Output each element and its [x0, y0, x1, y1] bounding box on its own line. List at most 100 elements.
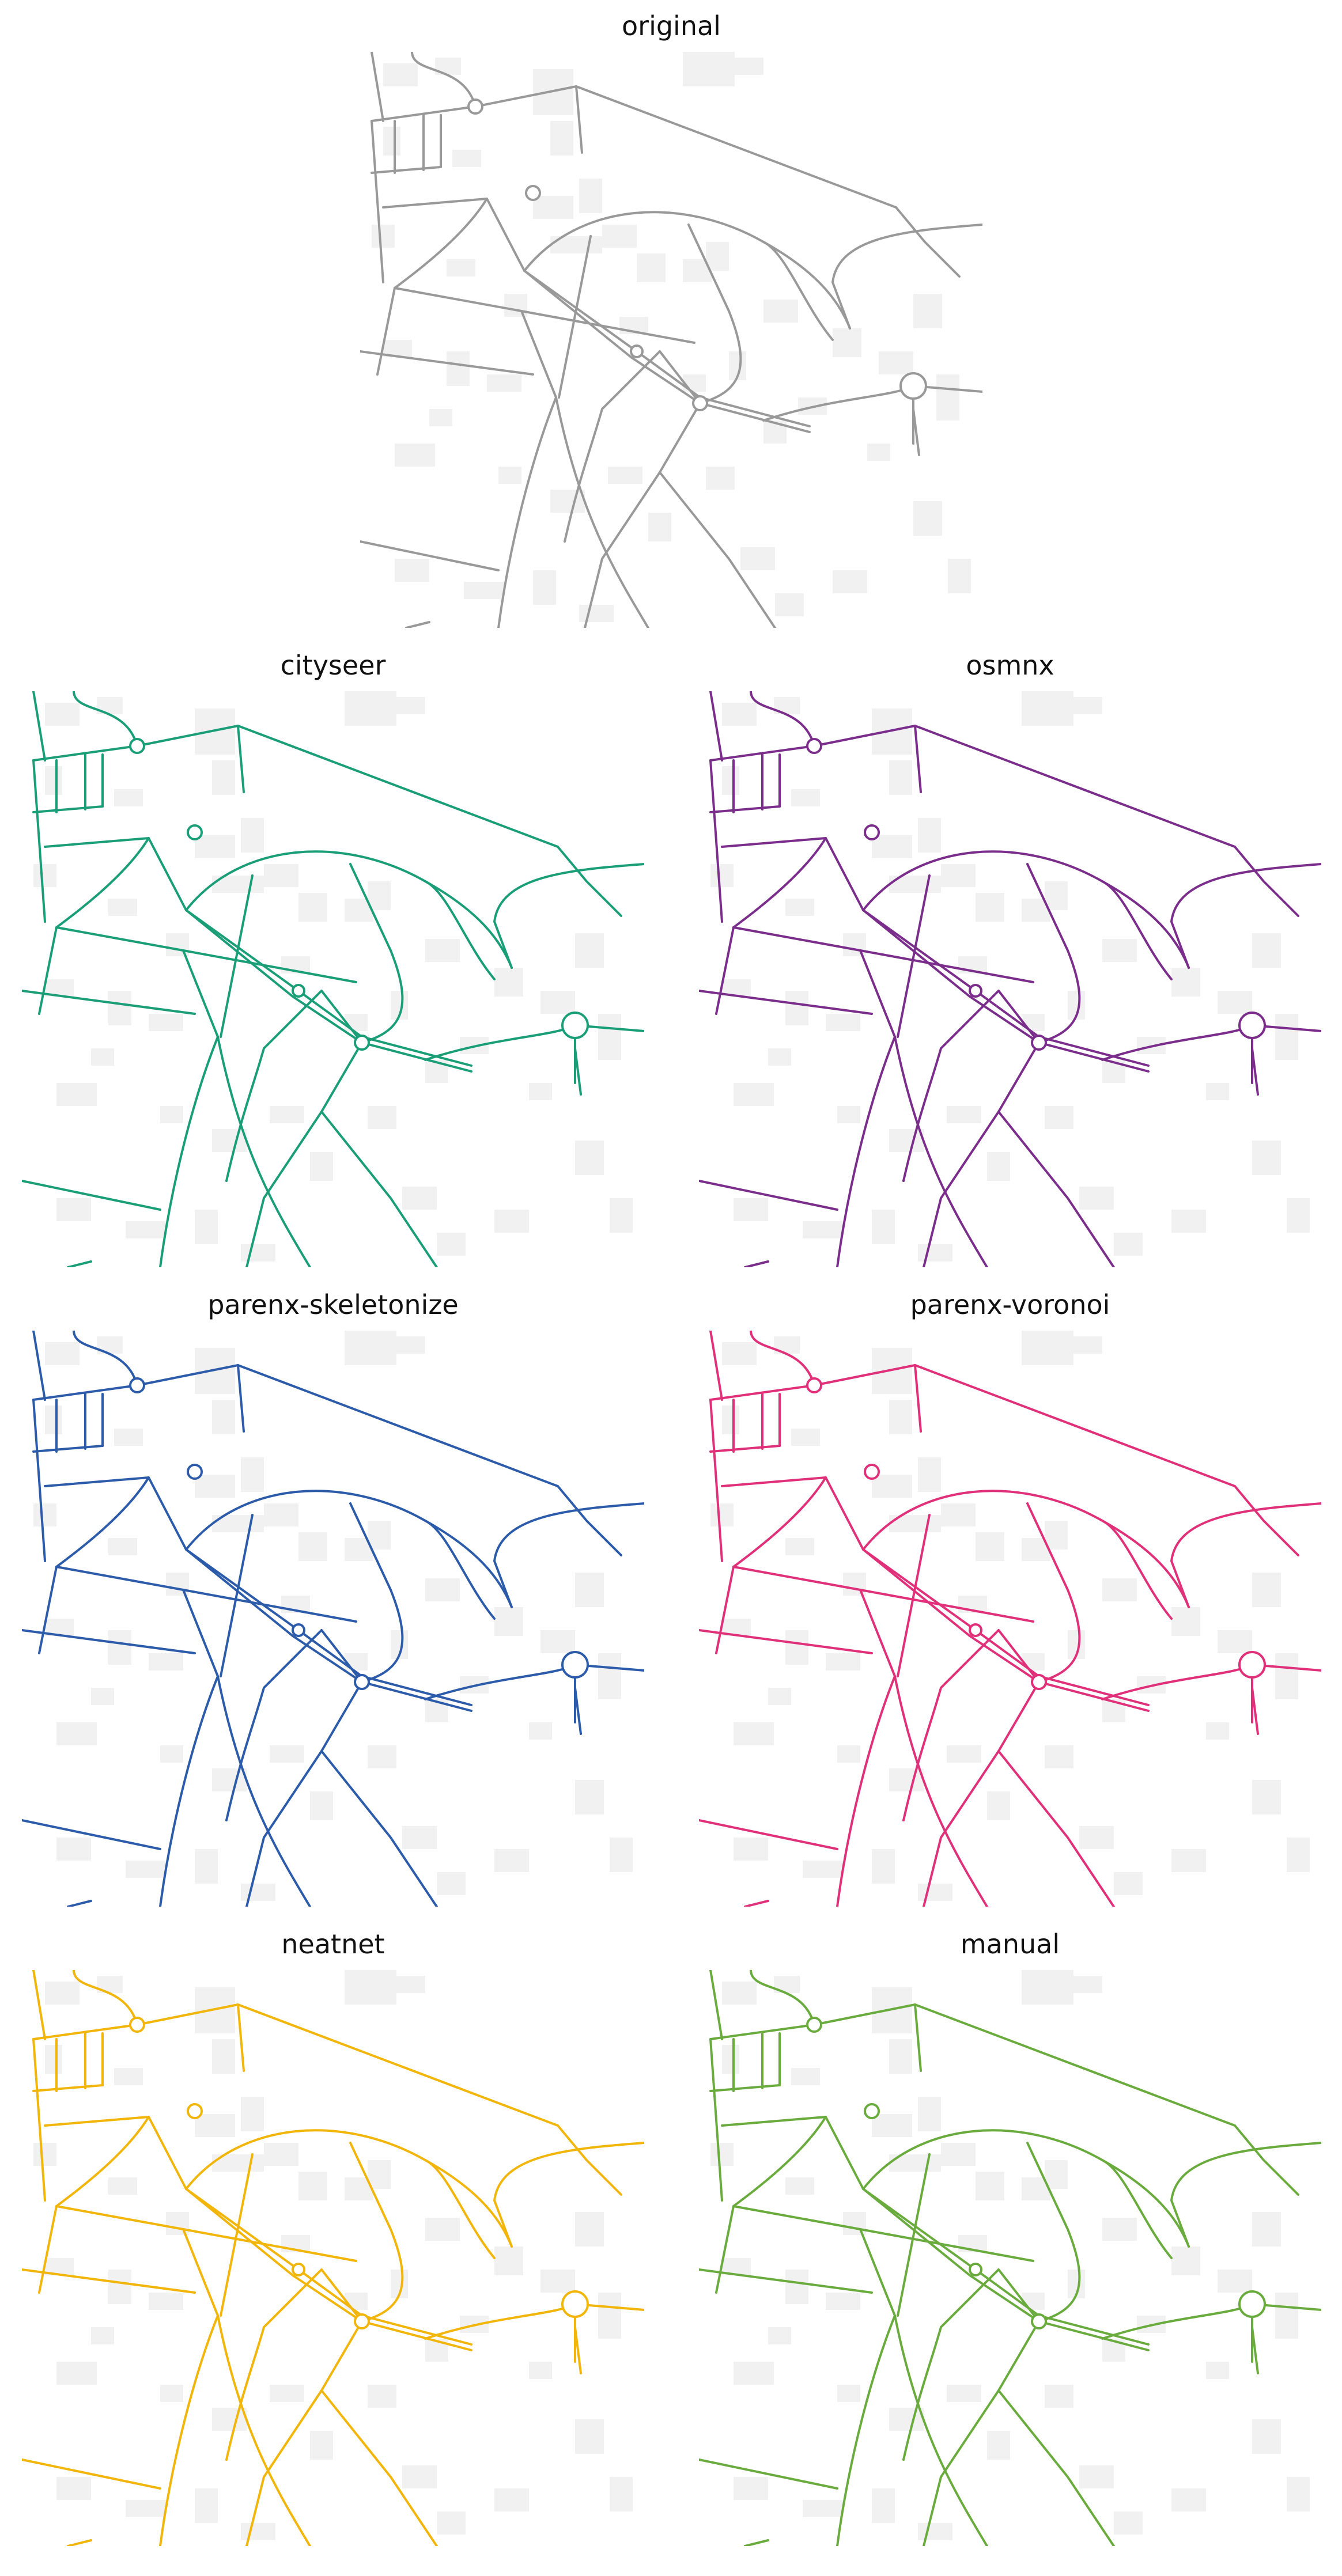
- building: [395, 444, 435, 467]
- building: [1252, 2419, 1281, 2454]
- building: [149, 2293, 183, 2310]
- roundabout: [1031, 2313, 1047, 2329]
- roundabout: [354, 1674, 370, 1690]
- road-segment: [185, 2188, 472, 2351]
- roundabout: [969, 2263, 982, 2276]
- road-segment: [185, 909, 472, 1067]
- building: [241, 1884, 275, 1901]
- building: [1045, 2385, 1073, 2408]
- road-segment: [715, 2205, 735, 2294]
- building: [195, 1849, 218, 1884]
- building: [1102, 1578, 1137, 1601]
- roundabout: [187, 2103, 203, 2119]
- road-segment: [245, 1041, 363, 1267]
- road-segment: [1170, 2142, 1321, 2248]
- building: [941, 2143, 976, 2166]
- road-segment: [38, 1566, 58, 1654]
- building: [464, 582, 504, 599]
- building: [1171, 1607, 1200, 1636]
- building: [425, 1578, 460, 1601]
- street-network-map: [360, 52, 982, 628]
- building: [270, 1106, 304, 1123]
- building: [872, 2488, 895, 2523]
- building: [447, 259, 475, 276]
- building: [710, 2143, 734, 2166]
- building: [1252, 1141, 1281, 1175]
- building: [298, 2172, 327, 2200]
- building: [734, 1198, 768, 1221]
- building: [395, 559, 429, 582]
- building: [941, 864, 976, 887]
- road-segment: [1101, 880, 1173, 980]
- road-segment: [709, 1331, 723, 1401]
- building: [1171, 1849, 1206, 1872]
- road-segment: [497, 310, 557, 628]
- building: [872, 1210, 895, 1244]
- building: [166, 933, 189, 956]
- road-segment: [862, 1490, 1190, 1608]
- building: [1275, 2293, 1298, 2339]
- building: [913, 294, 942, 328]
- roundabout: [1031, 1674, 1047, 1690]
- building: [368, 2385, 396, 2408]
- road-segment: [699, 1629, 873, 1654]
- building: [1287, 1838, 1310, 1872]
- building: [1102, 2218, 1137, 2241]
- road-segment: [22, 2458, 161, 2490]
- road-layer: [22, 1970, 644, 2546]
- road-segment: [55, 1566, 357, 1623]
- road-segment: [1170, 863, 1321, 969]
- building: [918, 2523, 952, 2540]
- building: [56, 1722, 97, 1745]
- road-segment: [744, 1900, 769, 1907]
- building: [734, 1838, 768, 1861]
- building: [1252, 933, 1281, 968]
- roundabout: [864, 824, 880, 840]
- building: [149, 1014, 183, 1031]
- road-segment: [73, 691, 138, 747]
- building: [45, 2045, 62, 2074]
- roundabout: [561, 2290, 589, 2318]
- road-segment: [245, 2320, 363, 2546]
- building: [212, 1129, 247, 1152]
- building: [108, 1630, 131, 1665]
- road-segment: [159, 1589, 219, 1907]
- building: [310, 1152, 333, 1181]
- building: [791, 2068, 820, 2085]
- road-segment: [862, 1548, 1150, 1706]
- building: [889, 1768, 924, 1791]
- building: [160, 1106, 183, 1123]
- building: [383, 127, 400, 156]
- building: [710, 864, 734, 887]
- building: [160, 2385, 183, 2402]
- road-segment: [997, 990, 1040, 1044]
- building: [33, 864, 56, 887]
- road-segment: [923, 1681, 1040, 1907]
- road-segment: [1026, 1502, 1081, 1683]
- building: [734, 1722, 774, 1745]
- building: [494, 2247, 523, 2275]
- building-layer: [372, 52, 971, 622]
- building: [1171, 968, 1200, 997]
- building: [1045, 1745, 1073, 1768]
- road-segment: [862, 850, 1190, 969]
- road-segment: [862, 2188, 1150, 2351]
- building: [722, 1342, 757, 1365]
- road-segment: [394, 287, 695, 344]
- road-segment: [1026, 2142, 1081, 2323]
- road-segment: [405, 621, 430, 628]
- building: [241, 2097, 264, 2131]
- street-network-map: [22, 691, 644, 1267]
- building: [212, 1400, 235, 1434]
- building: [706, 242, 729, 271]
- road-segment: [894, 2314, 988, 2546]
- building: [610, 1838, 633, 1872]
- road-segment: [320, 2268, 363, 2323]
- building: [575, 2212, 604, 2247]
- road-segment: [709, 759, 723, 923]
- building: [1022, 691, 1073, 726]
- road-segment: [1026, 863, 1081, 1044]
- building: [529, 2362, 552, 2379]
- building: [91, 1688, 114, 1705]
- building: [345, 691, 396, 726]
